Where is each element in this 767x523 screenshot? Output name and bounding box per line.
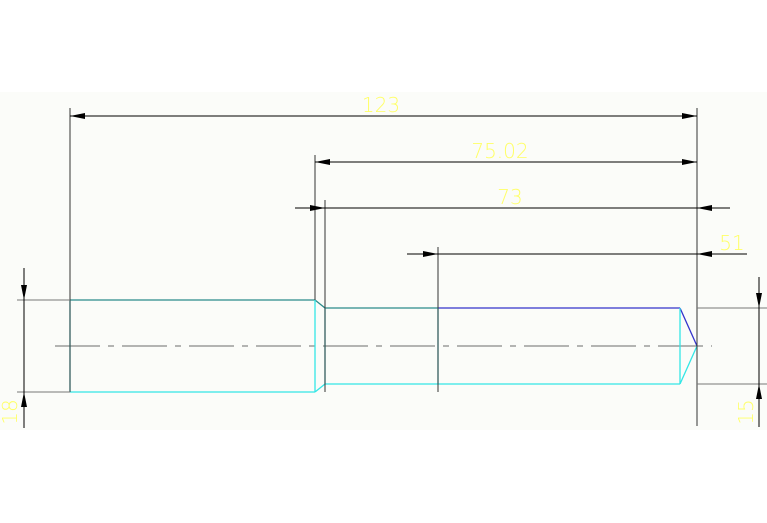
dim-51-text: 51 bbox=[719, 231, 744, 255]
dim-18-text: 18 bbox=[0, 399, 22, 424]
dim-123-text: 123 bbox=[362, 93, 400, 117]
drawing-viewport bbox=[0, 92, 767, 430]
dim-73-text: 73 bbox=[497, 185, 522, 209]
dim-15-text: 15 bbox=[734, 399, 758, 424]
dim-75-text: 75.02 bbox=[471, 139, 528, 163]
extension-lines bbox=[17, 108, 767, 426]
dimension-lines bbox=[21, 113, 762, 428]
